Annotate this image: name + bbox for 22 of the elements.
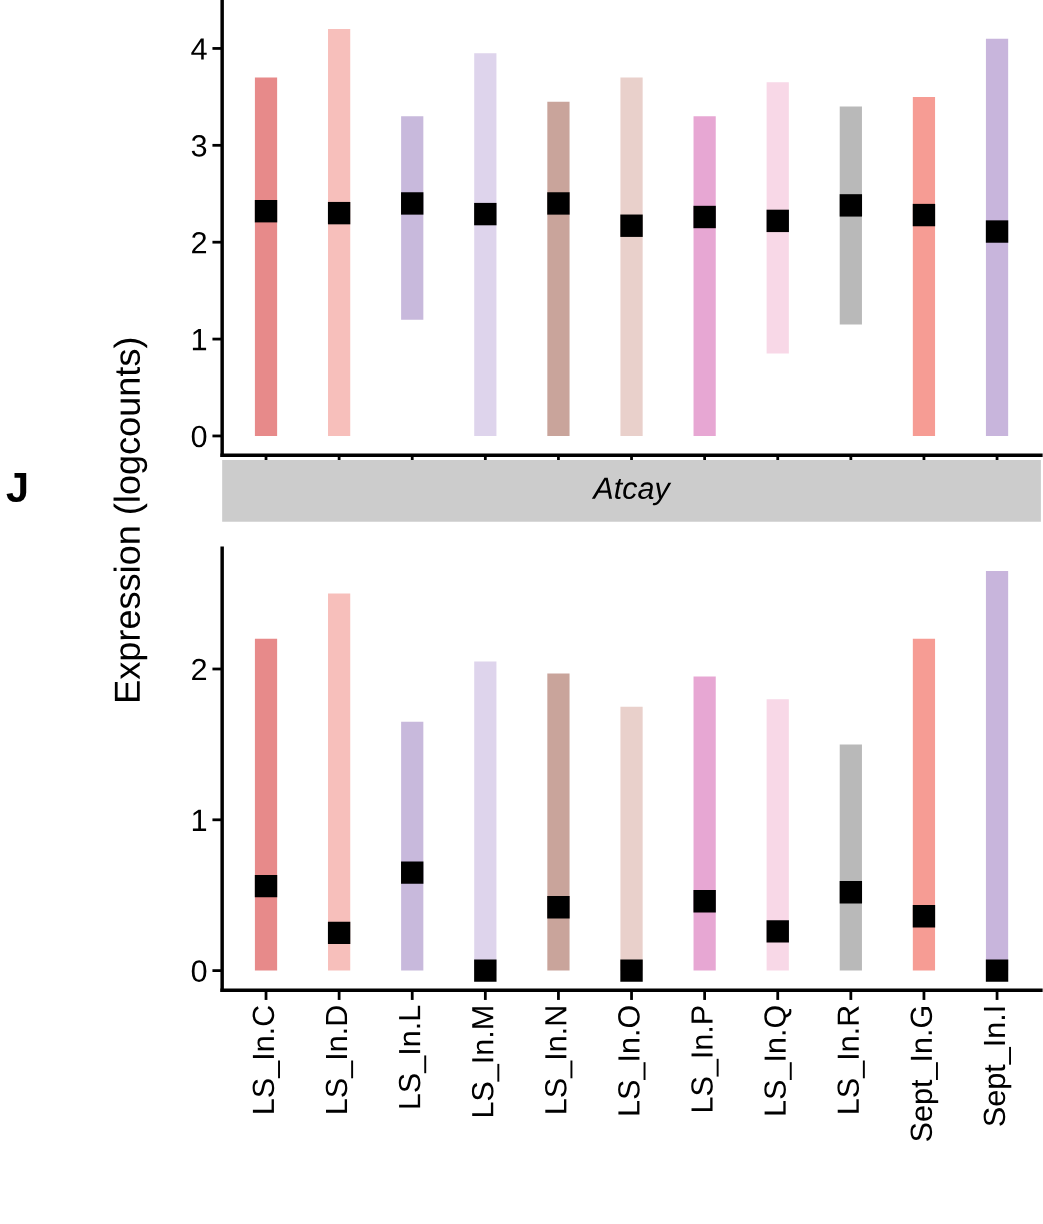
x-tick-label: Sept_In.G <box>910 1007 939 1141</box>
x-tick-label: LS_In.L <box>398 1005 427 1108</box>
x-tick-label: LS_In.P <box>691 1006 719 1112</box>
y-tick-label: 1 <box>192 809 207 831</box>
y-tick-label: 2 <box>192 658 207 681</box>
y-tick-label: 0 <box>191 425 207 448</box>
y-tick-label: 1 <box>192 329 207 351</box>
y-axis-title: Expression (logcounts) <box>113 338 148 701</box>
x-tick-label: LS_In.N <box>545 1007 573 1113</box>
x-tick-label: LS_In.C <box>252 1005 280 1113</box>
chart-title: Atcay <box>591 477 672 506</box>
x-tick-label: LS_In.D <box>325 1006 354 1113</box>
y-tick-label: 3 <box>191 135 207 157</box>
x-tick-label: LS_In.M <box>471 1007 500 1117</box>
y-tick-label: 2 <box>192 231 207 254</box>
text: J <box>6 473 27 503</box>
x-tick-label: LS_In.Q <box>764 1006 792 1115</box>
y-tick-label: 0 <box>191 960 207 982</box>
x-tick-label: Sept_In.I <box>983 1007 1012 1126</box>
x-tick-label: LS_In.R <box>837 1006 865 1113</box>
y-tick-label: 4 <box>191 38 207 60</box>
x-tick-label: LS_In.O <box>618 1006 646 1115</box>
